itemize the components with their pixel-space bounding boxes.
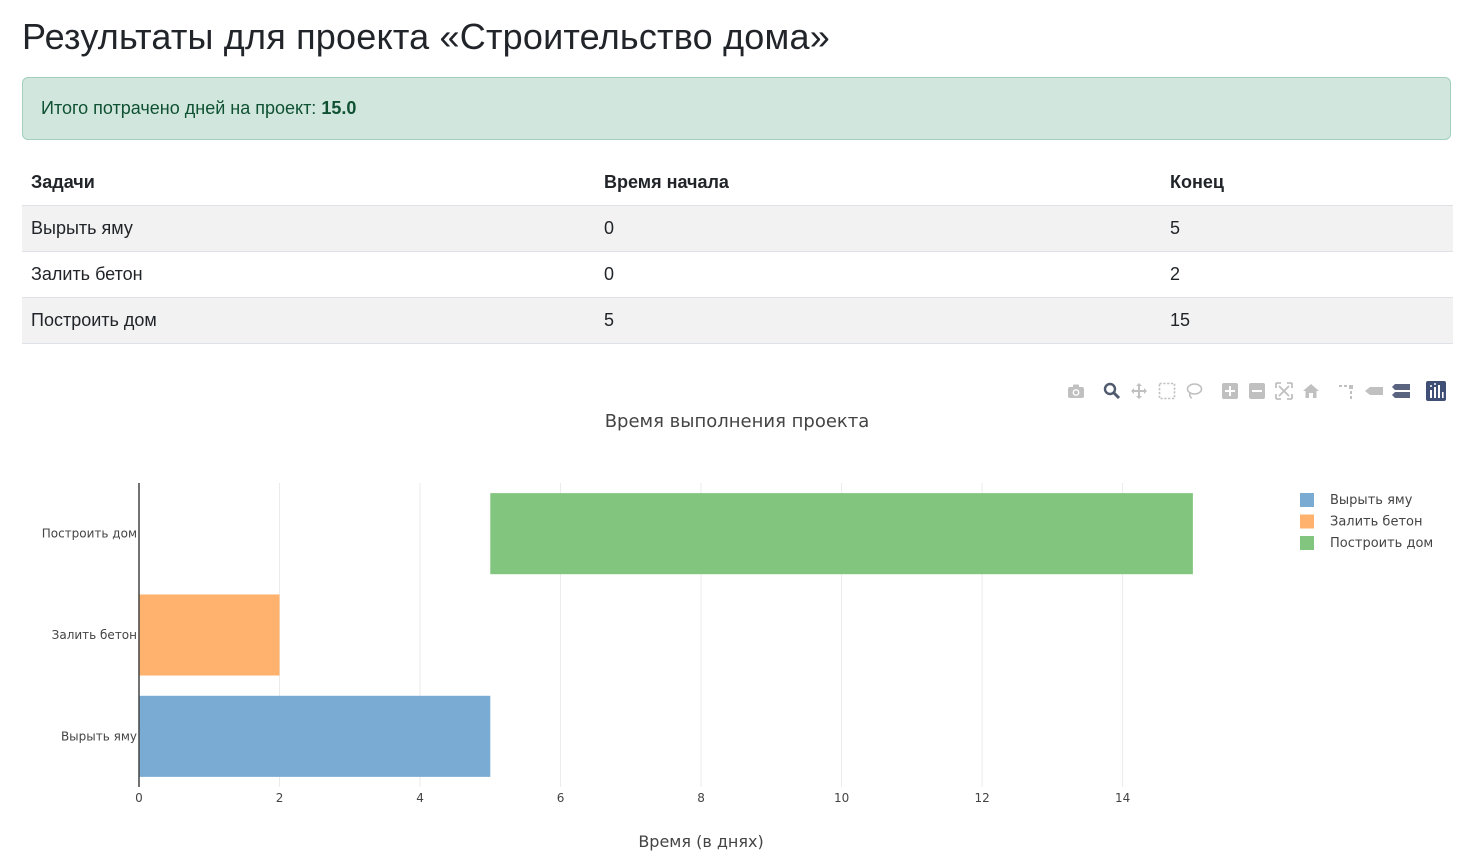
task-start-cell: 0 <box>595 205 1161 252</box>
column-header-tasks: Задачи <box>22 160 595 206</box>
page-title: Результаты для проекта «Строительство до… <box>22 16 830 57</box>
camera-icon[interactable] <box>1066 380 1086 402</box>
summary-value: 15.0 <box>321 98 357 118</box>
table-row: Построить дом 5 15 <box>22 297 1453 344</box>
y-axis-ticks: Вырыть яму Залить бетон Построить дом <box>42 527 137 744</box>
legend-swatch[interactable] <box>1300 514 1314 529</box>
x-tick-label: 0 <box>135 791 143 805</box>
legend-swatch[interactable] <box>1300 536 1314 550</box>
bar[interactable] <box>139 594 280 676</box>
hover-compare-icon[interactable] <box>1391 380 1411 402</box>
gantt-chart: Время выполнения проекта Вырыть яму Залит… <box>42 411 1434 851</box>
x-tick-label: 4 <box>416 791 424 805</box>
column-header-start: Время начала <box>595 160 1161 206</box>
x-tick-label: 12 <box>974 791 989 805</box>
table-header-row: Задачи Время начала Конец <box>22 160 1453 206</box>
x-tick-label: 10 <box>834 791 849 805</box>
y-tick-label: Вырыть яму <box>61 729 137 743</box>
task-end-cell: 5 <box>1161 205 1453 252</box>
y-tick-label: Залить бетон <box>52 628 137 642</box>
task-start-cell: 5 <box>595 297 1161 344</box>
summary-alert: Итого потрачено дней на проект: 15.0 <box>22 77 1451 140</box>
bar[interactable] <box>139 695 491 777</box>
chart-legend[interactable]: Вырыть яму Залить бетон Построить дом <box>1300 493 1433 551</box>
x-tick-label: 8 <box>697 791 705 805</box>
summary-label: Итого потрачено дней на проект: <box>41 98 317 118</box>
y-tick-label: Построить дом <box>42 527 137 541</box>
x-axis-ticks: 0 2 4 6 8 10 12 14 <box>135 791 1130 805</box>
x-tick-label: 2 <box>276 791 284 805</box>
chart-bars <box>139 493 1193 777</box>
x-tick-label: 6 <box>557 791 565 805</box>
x-axis-title: Время (в днях) <box>638 832 763 851</box>
plotly-logo-icon[interactable] <box>1426 380 1446 402</box>
column-header-end: Конец <box>1161 160 1453 206</box>
pan-icon[interactable] <box>1129 380 1149 402</box>
task-name-cell: Вырыть яму <box>22 205 595 252</box>
lasso-select-icon[interactable] <box>1184 380 1204 402</box>
zoom-in-icon[interactable] <box>1220 380 1240 402</box>
zoom-icon[interactable] <box>1102 380 1122 402</box>
reset-axes-icon[interactable] <box>1301 380 1321 402</box>
task-start-cell: 0 <box>595 251 1161 298</box>
table-row: Залить бетон 0 2 <box>22 251 1453 298</box>
legend-item[interactable]: Построить дом <box>1330 536 1433 551</box>
zoom-out-icon[interactable] <box>1247 380 1267 402</box>
x-tick-label: 14 <box>1115 791 1130 805</box>
legend-item[interactable]: Вырыть яму <box>1330 493 1413 508</box>
task-name-cell: Залить бетон <box>22 251 595 298</box>
task-name-cell: Построить дом <box>22 297 595 344</box>
bar[interactable] <box>490 493 1193 575</box>
hover-closest-icon[interactable] <box>1364 380 1384 402</box>
task-end-cell: 15 <box>1161 297 1453 344</box>
autoscale-icon[interactable] <box>1274 380 1294 402</box>
legend-item[interactable]: Залить бетон <box>1330 515 1422 530</box>
chart-title: Время выполнения проекта <box>605 411 870 432</box>
task-end-cell: 2 <box>1161 251 1453 298</box>
legend-swatch[interactable] <box>1300 493 1314 507</box>
tasks-table: Задачи Время начала Конец Вырыть яму 0 5… <box>22 160 1453 344</box>
spike-lines-icon[interactable] <box>1336 380 1356 402</box>
table-row: Вырыть яму 0 5 <box>22 205 1453 252</box>
